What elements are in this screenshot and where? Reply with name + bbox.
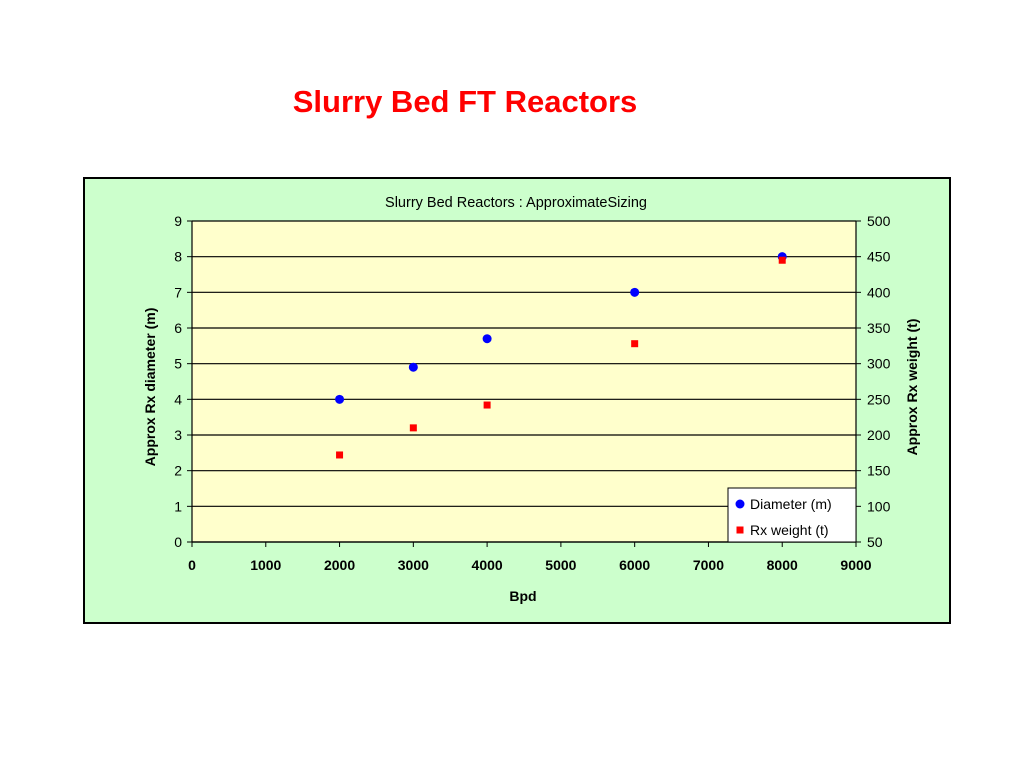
y2-tick-label: 100: [867, 498, 891, 514]
y-tick-label: 1: [174, 498, 182, 514]
data-point-weight: [409, 424, 417, 432]
x-tick-label: 2000: [324, 557, 355, 573]
x-tick-label: 0: [188, 557, 196, 573]
y-tick-label: 4: [174, 391, 182, 407]
y2-tick-label: 200: [867, 427, 891, 443]
y2-tick-label: 450: [867, 249, 891, 265]
y-tick-label: 5: [174, 356, 182, 372]
chart-title: Slurry Bed Reactors : ApproximateSizing: [385, 195, 647, 211]
y2-tick-label: 500: [867, 213, 891, 229]
y-tick-label: 8: [174, 249, 182, 265]
x-axis-label: Bpd: [509, 588, 536, 604]
y-axis-label: Approx Rx diameter (m): [142, 308, 158, 467]
x-tick-label: 6000: [619, 557, 650, 573]
data-point-diameter: [335, 394, 345, 404]
data-point-weight: [631, 340, 639, 348]
y2-tick-label: 350: [867, 320, 891, 336]
y2-tick-label: 50: [867, 534, 883, 550]
y-tick-label: 2: [174, 463, 182, 479]
legend-marker-diameter: [735, 499, 745, 509]
y2-axis-label: Approx Rx weight (t): [904, 319, 920, 456]
legend-label: Rx weight (t): [750, 522, 829, 538]
slide-title: Slurry Bed FT Reactors: [292, 84, 638, 119]
y2-tick-label: 150: [867, 463, 891, 479]
data-point-diameter: [482, 334, 492, 344]
x-tick-label: 4000: [472, 557, 503, 573]
y-tick-label: 0: [174, 534, 182, 550]
y2-tick-label: 400: [867, 284, 891, 300]
chart-frame: Slurry Bed Reactors : ApproximateSizing …: [83, 177, 951, 624]
x-tick-label: 1000: [250, 557, 281, 573]
legend-label: Diameter (m): [750, 496, 832, 512]
legend: [727, 487, 857, 543]
y2-tick-label: 300: [867, 356, 891, 372]
data-point-weight: [483, 401, 491, 409]
x-tick-label: 9000: [840, 557, 871, 573]
scatter-chart: Slurry Bed Reactors : ApproximateSizing …: [142, 195, 920, 604]
x-tick-label: 7000: [693, 557, 724, 573]
x-tick-label: 8000: [767, 557, 798, 573]
data-point-weight: [778, 256, 786, 264]
y-tick-label: 7: [174, 284, 182, 300]
x-tick-label: 5000: [545, 557, 576, 573]
y-tick-label: 3: [174, 427, 182, 443]
x-tick-label: 3000: [398, 557, 429, 573]
y-tick-label: 9: [174, 213, 182, 229]
data-point-diameter: [630, 287, 640, 297]
data-point-weight: [336, 451, 344, 459]
data-point-diameter: [408, 362, 418, 372]
y-tick-label: 6: [174, 320, 182, 336]
y2-tick-label: 250: [867, 391, 891, 407]
legend-marker-weight: [736, 526, 744, 534]
